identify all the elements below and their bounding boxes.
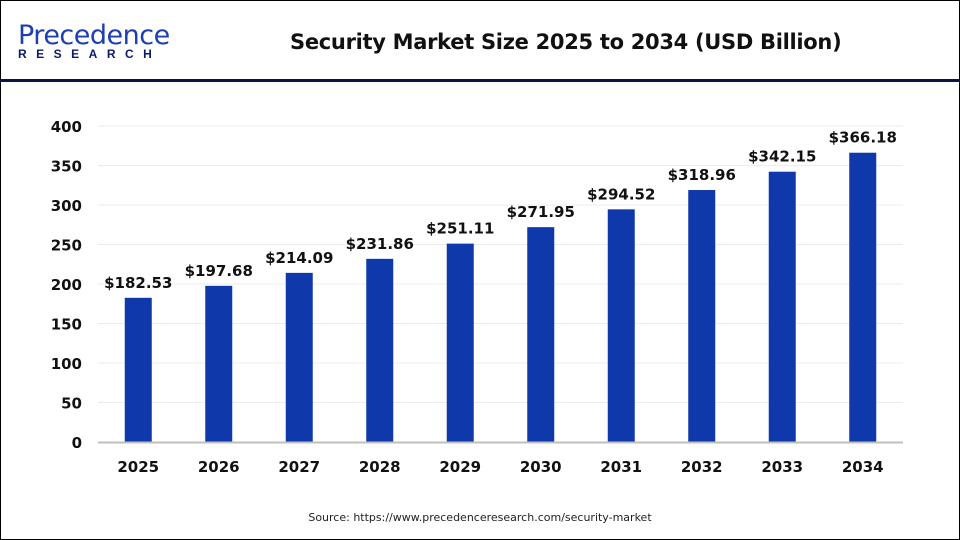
data-label: $294.52 (587, 185, 655, 203)
x-tick-label: 2025 (117, 458, 159, 476)
y-tick-label: 150 (51, 316, 82, 334)
bar (205, 285, 233, 442)
data-label: $318.96 (668, 166, 736, 184)
x-tick-label: 2029 (439, 458, 481, 476)
data-label: $251.11 (426, 220, 494, 238)
y-tick-label: 100 (51, 355, 82, 373)
data-label: $366.18 (829, 129, 897, 147)
x-tick-label: 2028 (359, 458, 401, 476)
x-tick-label: 2030 (520, 458, 562, 476)
x-tick-label: 2033 (761, 458, 803, 476)
chart-title: Security Market Size 2025 to 2034 (USD B… (290, 30, 842, 54)
y-tick-label: 400 (51, 118, 82, 136)
data-label: $342.15 (748, 148, 816, 166)
x-tick-label: 2032 (681, 458, 723, 476)
x-tick-label: 2026 (198, 458, 240, 476)
bar (285, 272, 313, 442)
logo-line2: RESEARCH (18, 47, 162, 61)
bar (688, 190, 716, 442)
data-label: $271.95 (507, 203, 575, 221)
bar (527, 227, 555, 442)
header-divider (0, 79, 960, 82)
bar (607, 209, 635, 442)
data-label: $197.68 (185, 262, 253, 280)
bar (124, 297, 152, 442)
precedence-research-logo: Precedence RESEARCH (18, 20, 170, 61)
bar (366, 258, 394, 442)
x-tick-label: 2034 (842, 458, 884, 476)
x-tick-label: 2031 (600, 458, 642, 476)
data-label: $231.86 (346, 235, 414, 253)
y-tick-label: 200 (51, 276, 82, 294)
y-tick-label: 0 (72, 434, 82, 452)
y-tick-label: 300 (51, 197, 82, 215)
data-label: $214.09 (265, 249, 333, 267)
bar (768, 171, 796, 442)
bar (849, 152, 877, 442)
y-tick-label: 350 (51, 158, 82, 176)
y-tick-label: 50 (61, 395, 82, 413)
source-text: Source: https://www.precedenceresearch.c… (308, 511, 652, 524)
logo-line1: Precedence (18, 20, 170, 51)
y-tick-label: 250 (51, 237, 82, 255)
x-tick-label: 2027 (278, 458, 320, 476)
bar (446, 243, 474, 442)
data-label: $182.53 (104, 274, 172, 292)
